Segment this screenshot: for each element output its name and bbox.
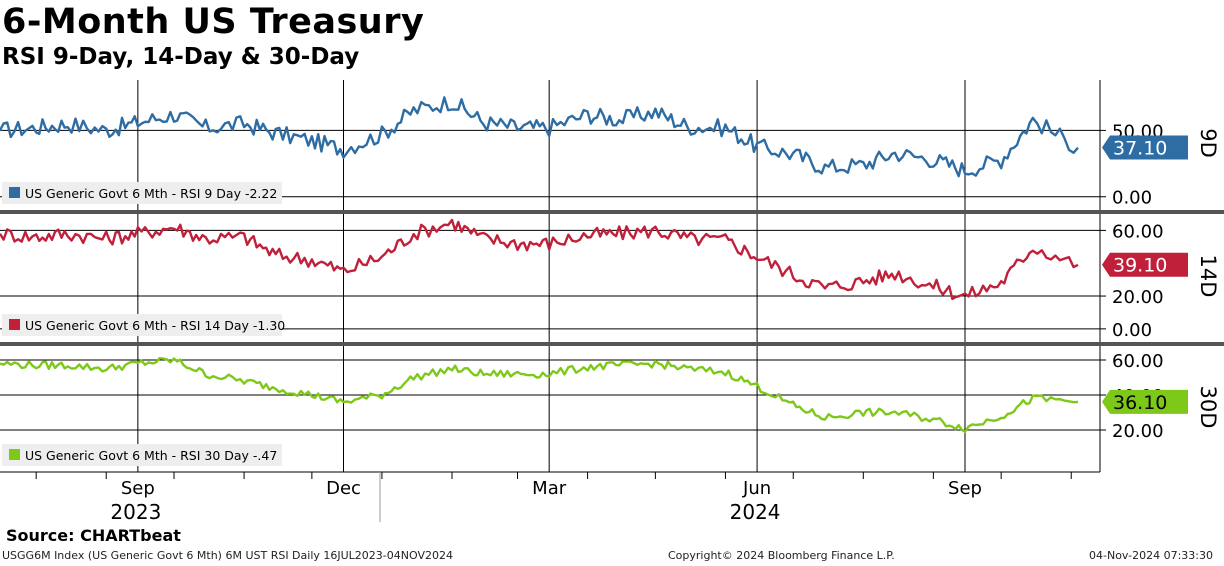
last-value-label: 39.10 <box>1113 255 1167 277</box>
legend-label: US Generic Govt 6 Mth - RSI 14 Day -1.30 <box>25 318 285 333</box>
last-value-tag <box>1102 252 1188 277</box>
y-tick-label: 60.00 <box>1112 351 1164 372</box>
legend-box <box>2 444 282 466</box>
panel-label: 30D <box>1196 386 1220 429</box>
legend-swatch <box>9 187 20 198</box>
panel-separator <box>0 210 1224 214</box>
y-tick-label: 20.00 <box>1112 421 1164 442</box>
x-year-label: 2023 <box>110 500 161 524</box>
y-tick-label: 0.00 <box>1112 188 1152 209</box>
footer-copyright: Copyright© 2024 Bloomberg Finance L.P. <box>668 549 895 562</box>
legend-box <box>2 314 282 336</box>
series-line-14D <box>0 218 1079 301</box>
x-year-label: 2024 <box>730 500 781 524</box>
x-tick-label: Sep <box>948 478 982 499</box>
y-tick-label: 0.00 <box>1112 320 1152 341</box>
panel-label: 9D <box>1196 128 1220 158</box>
legend-swatch <box>9 319 20 330</box>
y-tick-label: 20.00 <box>1112 287 1164 308</box>
y-tick-label: 60.00 <box>1112 221 1164 242</box>
x-tick-label: Dec <box>326 478 361 499</box>
last-value-tag <box>1102 389 1188 414</box>
footer-index-info: USGG6M Index (US Generic Govt 6 Mth) 6M … <box>2 549 453 562</box>
last-value-label: 37.10 <box>1113 138 1167 160</box>
chart-title: 6-Month US Treasury <box>2 2 425 42</box>
series-line-30D <box>0 357 1079 433</box>
last-value-tag <box>1102 135 1188 160</box>
grid-layer <box>0 80 1100 472</box>
legend-label: US Generic Govt 6 Mth - RSI 9 Day -2.22 <box>25 186 277 201</box>
x-tick-label: Jun <box>742 478 771 499</box>
series-layer <box>0 96 1079 433</box>
x-tick-label: Mar <box>532 478 567 499</box>
panel-separator <box>0 342 1224 346</box>
source-label: Source: CHARTbeat <box>6 526 181 545</box>
series-line-9D <box>0 96 1079 178</box>
x-tick-label: Sep <box>121 478 155 499</box>
chart-subtitle: RSI 9-Day, 14-Day & 30-Day <box>2 44 360 70</box>
last-value-label: 36.10 <box>1113 392 1167 414</box>
panel-label: 14D <box>1196 255 1220 298</box>
legend-box <box>2 182 282 204</box>
legend-swatch <box>9 449 20 460</box>
legend-label: US Generic Govt 6 Mth - RSI 30 Day -.47 <box>25 448 277 463</box>
footer-timestamp: 04-Nov-2024 07:33:30 <box>1089 549 1214 562</box>
